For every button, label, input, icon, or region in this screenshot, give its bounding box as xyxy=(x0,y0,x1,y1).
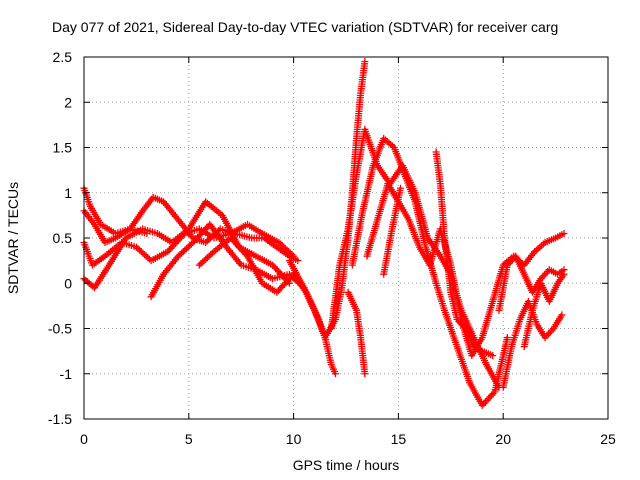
series-arc-8 xyxy=(327,125,503,391)
x-tick-label: 0 xyxy=(80,431,88,447)
data-point xyxy=(200,257,208,265)
data-point xyxy=(137,248,145,256)
data-point xyxy=(361,58,369,66)
series-arc-4 xyxy=(80,207,151,246)
x-tick-label: 25 xyxy=(600,431,616,447)
data-point xyxy=(176,251,184,259)
series-arc-3 xyxy=(80,198,293,292)
data-point xyxy=(278,242,286,249)
data-point xyxy=(560,229,568,237)
data-point xyxy=(332,370,340,378)
series-arc-13 xyxy=(432,148,497,360)
data-point xyxy=(165,246,173,254)
data-point xyxy=(361,370,369,378)
data-point xyxy=(280,243,288,251)
data-point xyxy=(560,270,568,278)
data-point xyxy=(236,244,244,252)
data-point xyxy=(189,239,197,246)
y-tick-label: -1 xyxy=(60,366,73,382)
data-point xyxy=(203,224,211,232)
data-point xyxy=(187,240,195,248)
x-tick-label: 10 xyxy=(286,431,302,447)
data-point xyxy=(205,252,213,260)
data-point xyxy=(283,246,291,254)
y-tick-label: 2 xyxy=(64,94,72,110)
tick-labels: 0 5 10 15 20 25 2.5 2 1.5 1 0.5 0 -0.5 -1 -1.5 xyxy=(48,49,616,447)
data-point xyxy=(290,252,298,260)
data-point xyxy=(192,235,200,243)
data-point xyxy=(136,246,144,254)
data-point xyxy=(270,263,278,271)
data-point xyxy=(285,248,293,256)
y-tick-label: 1.5 xyxy=(53,140,73,156)
x-tick-label: 20 xyxy=(495,431,511,447)
data-point xyxy=(489,390,497,397)
data-point xyxy=(273,288,281,296)
x-axis-label: GPS time / hours xyxy=(293,457,400,473)
data-point xyxy=(200,227,208,235)
data-point xyxy=(143,229,151,237)
tick-marks xyxy=(83,56,609,420)
data-point xyxy=(233,241,241,249)
data-point xyxy=(132,243,140,251)
data-point xyxy=(230,237,238,245)
data-point xyxy=(203,237,211,245)
data-point xyxy=(178,249,186,257)
series-arc-11 xyxy=(380,184,404,278)
data-point xyxy=(202,255,210,263)
data-point xyxy=(285,275,293,283)
y-tick-label: 0.5 xyxy=(53,230,73,246)
data-point xyxy=(195,261,203,269)
y-tick-label: 1 xyxy=(64,185,72,201)
series-layer xyxy=(80,58,568,409)
y-tick-label: -1.5 xyxy=(48,411,72,427)
x-tick-label: 15 xyxy=(391,431,407,447)
data-point xyxy=(239,247,247,255)
data-point xyxy=(142,252,150,260)
data-point xyxy=(227,234,235,242)
chart-title: Day 077 of 2021, Sidereal Day-to-day VTE… xyxy=(52,19,558,35)
series-arc-9 xyxy=(344,288,369,378)
series-arc-6 xyxy=(195,234,340,378)
data-point xyxy=(197,230,205,238)
data-point xyxy=(184,243,192,251)
data-point xyxy=(207,251,215,259)
data-point xyxy=(195,232,203,240)
data-point xyxy=(197,260,205,268)
y-axis-label: SDTVAR / TECUs xyxy=(5,182,21,294)
data-point xyxy=(183,245,190,253)
data-point xyxy=(288,251,296,259)
data-point xyxy=(558,311,566,319)
data-point xyxy=(279,282,287,290)
data-point xyxy=(179,248,187,256)
data-point xyxy=(294,257,302,265)
data-point xyxy=(277,240,285,248)
data-point xyxy=(141,251,149,259)
data-point xyxy=(144,254,152,262)
x-tick-label: 5 xyxy=(185,431,193,447)
series-arc-16 xyxy=(520,270,568,351)
data-point xyxy=(503,334,511,342)
y-tick-label: 0 xyxy=(64,275,72,291)
data-point xyxy=(273,266,281,274)
y-tick-label: -0.5 xyxy=(48,321,72,337)
y-tick-label: 2.5 xyxy=(53,49,73,65)
data-point xyxy=(489,352,497,360)
data-point xyxy=(396,184,404,192)
data-point xyxy=(282,278,290,286)
series-arc-15 xyxy=(499,297,566,391)
data-point xyxy=(202,239,210,246)
data-point xyxy=(276,285,284,293)
